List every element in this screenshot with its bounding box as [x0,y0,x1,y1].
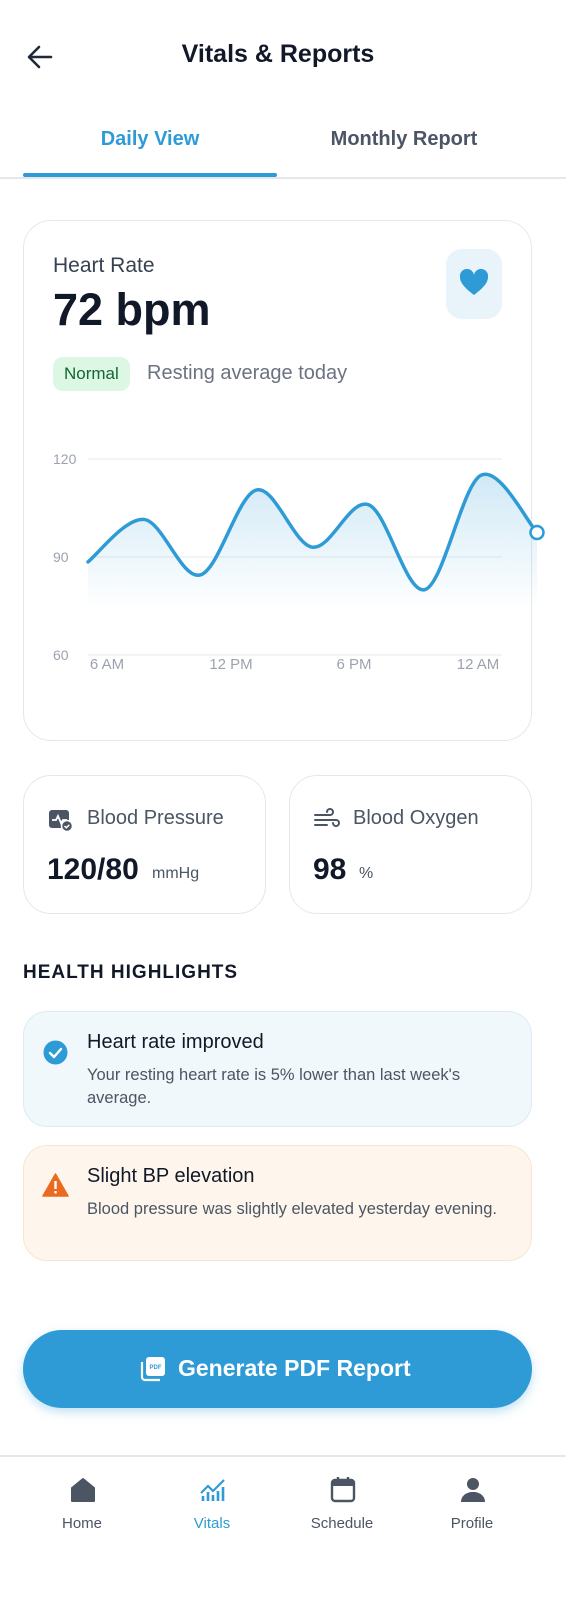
back-button[interactable] [26,44,54,70]
metric-value: 72 bpm [53,284,211,335]
home-icon [71,1478,95,1502]
x-tick-label: 6 AM [90,656,124,673]
line [86,472,539,592]
highlight-title: Heart rate improved [87,1031,264,1053]
vital-unit: mmHg [152,865,200,882]
y-tick-label: 90 [53,549,69,565]
x-tick-label: 6 PM [336,656,371,673]
nav-divider [0,1455,566,1457]
warning-icon [42,1173,69,1197]
vital-value: 98 [313,853,347,886]
status-badge: Normal [53,357,130,391]
metric-label: Heart Rate [53,254,155,277]
vital-card [289,775,532,914]
tab-active[interactable]: Daily View [100,128,200,150]
nav-label[interactable]: Profile [450,1515,494,1532]
button-label: Generate PDF Report [178,1355,411,1381]
x-tick-label: 12 PM [209,656,252,673]
oxygen-icon [314,808,340,827]
x-tick-label: 12 AM [457,656,500,673]
page-title: Vitals & Reports [181,40,375,68]
highlight-title: Slight BP elevation [87,1165,255,1187]
tab[interactable]: Monthly Report [330,128,478,150]
schedule-icon [330,1477,356,1503]
profile-icon [461,1478,485,1502]
line-area [88,474,537,610]
check-icon [43,1040,68,1065]
nav-label[interactable]: Home [61,1515,102,1532]
vitals-icon [200,1479,225,1501]
heart-icon [459,268,489,295]
metric-note: Resting average today [147,362,348,384]
bp-icon [49,810,74,832]
nav-label-active[interactable]: Vitals [193,1515,231,1532]
heart-rate-chart: 60 90 120 6 AM 12 PM 6 PM 12 AM [53,451,545,673]
highlight-text: Blood pressure was slightly elevated yes… [87,1200,497,1218]
pdf-icon: PDF [140,1357,165,1382]
vital-unit: % [359,865,374,882]
generate-button[interactable] [23,1330,532,1408]
svg-text:PDF: PDF [150,1365,162,1371]
y-tick-label: 60 [53,647,69,663]
vital-label: Blood Oxygen [353,807,479,829]
y-tick-label: 120 [53,451,77,467]
highlight-text: Your resting heart rate is 5% lower than… [87,1066,461,1107]
section-title: HEALTH HIGHLIGHTS [23,962,239,983]
vital-card [23,775,266,914]
highlight-card [23,1145,532,1261]
vital-label: Blood Pressure [87,807,224,829]
vital-value: 120/80 [47,853,139,886]
heart-icon-box [446,249,502,319]
end-point [529,524,545,541]
highlight-card [23,1011,532,1127]
tab-indicator [23,173,277,177]
divider [0,177,566,179]
nav-label[interactable]: Schedule [310,1515,374,1532]
